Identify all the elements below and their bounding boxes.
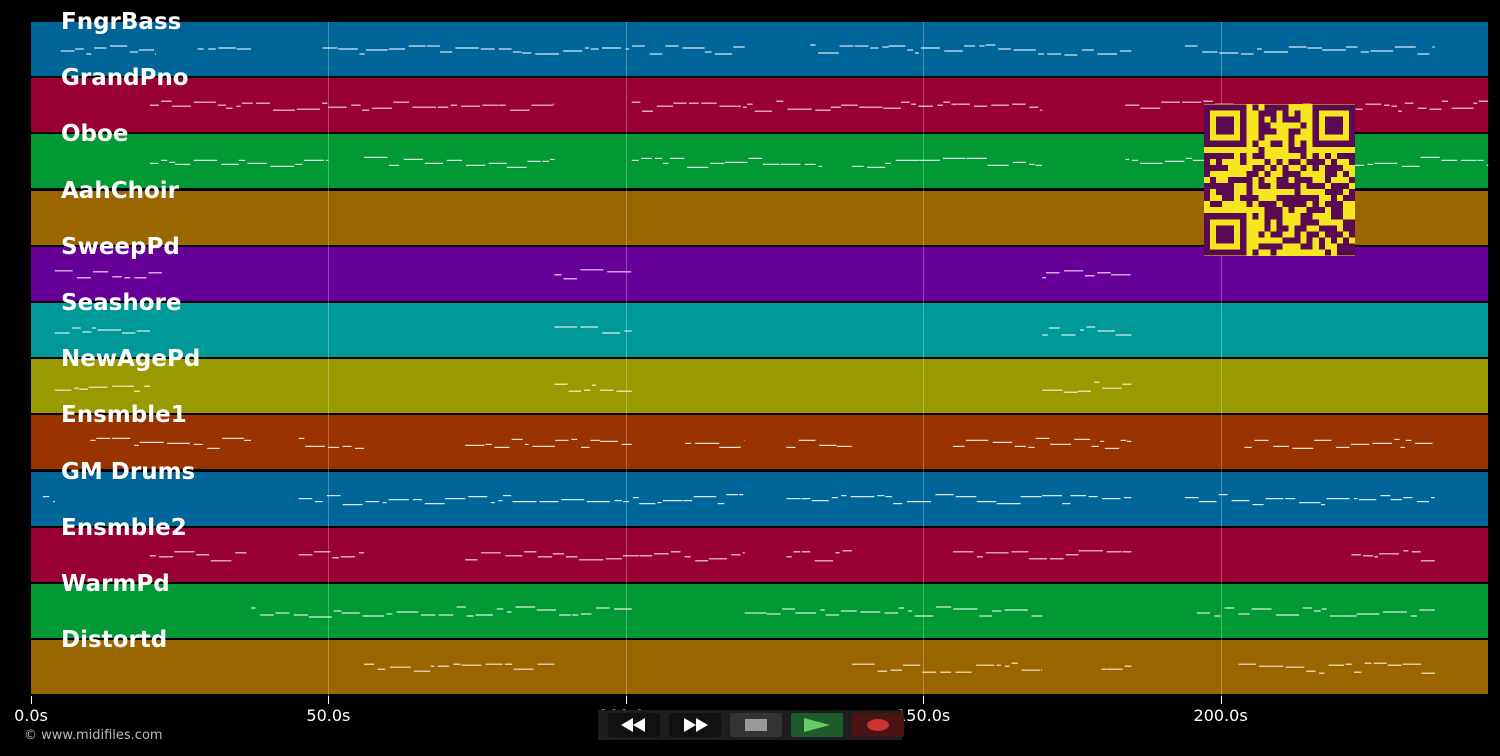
track-name: FngrBass (61, 9, 182, 35)
tick-label: 150.0s (896, 706, 951, 725)
track-lane: GM Drums (31, 459, 1488, 526)
tick-label: 50.0s (306, 706, 351, 725)
track-name: Ensmble2 (61, 514, 187, 541)
tick-label: 200.0s (1193, 706, 1248, 725)
record-icon (867, 719, 889, 731)
tick-mark (31, 696, 32, 704)
track-name: Seashore (61, 290, 182, 316)
track-lane: WarmPd (31, 571, 1488, 638)
qr-code-icon (1204, 104, 1355, 256)
grid-line (625, 22, 627, 696)
play-button[interactable] (791, 713, 843, 737)
grid-line (328, 22, 330, 696)
track-name: Oboe (61, 121, 129, 148)
track-name: NewAgePd (61, 346, 201, 373)
track-name: GrandPno (61, 65, 189, 92)
fast-forward-icon (684, 718, 708, 732)
track-lane: Distortd (31, 627, 1488, 695)
copyright-text: © www.midifiles.com (24, 728, 163, 743)
track-lane: Ensmble2 (31, 515, 1488, 582)
stop-icon (745, 719, 767, 731)
tick-label: 0.0s (14, 706, 48, 725)
rewind-icon (621, 718, 645, 732)
tick-mark (923, 696, 925, 704)
track-name: SweepPd (61, 233, 180, 260)
play-icon (804, 718, 830, 732)
tick-mark (625, 696, 627, 704)
grid-line (1220, 22, 1222, 696)
rewind-button[interactable] (608, 713, 660, 737)
track-name: GM Drums (61, 458, 196, 485)
track-lanes: FngrBass GrandPno Oboe AahChoir SweepPd Seash… (31, 9, 1488, 696)
track-lane: Seashore (31, 290, 1488, 357)
grid-line (923, 22, 925, 696)
track-name: Distortd (61, 627, 168, 654)
tick-mark (1220, 696, 1222, 704)
track-name: AahChoir (61, 177, 179, 204)
stop-button[interactable] (730, 713, 782, 737)
record-button[interactable] (852, 713, 904, 737)
track-name: WarmPd (61, 571, 170, 597)
track-lane: NewAgePd (31, 346, 1488, 414)
track-lane: Ensmble1 (31, 402, 1488, 470)
track-lane: FngrBass (31, 9, 1488, 76)
fast-forward-button[interactable] (669, 713, 721, 737)
tick-mark (328, 696, 330, 704)
track-name: Ensmble1 (61, 402, 187, 429)
transport-controls (598, 710, 904, 740)
